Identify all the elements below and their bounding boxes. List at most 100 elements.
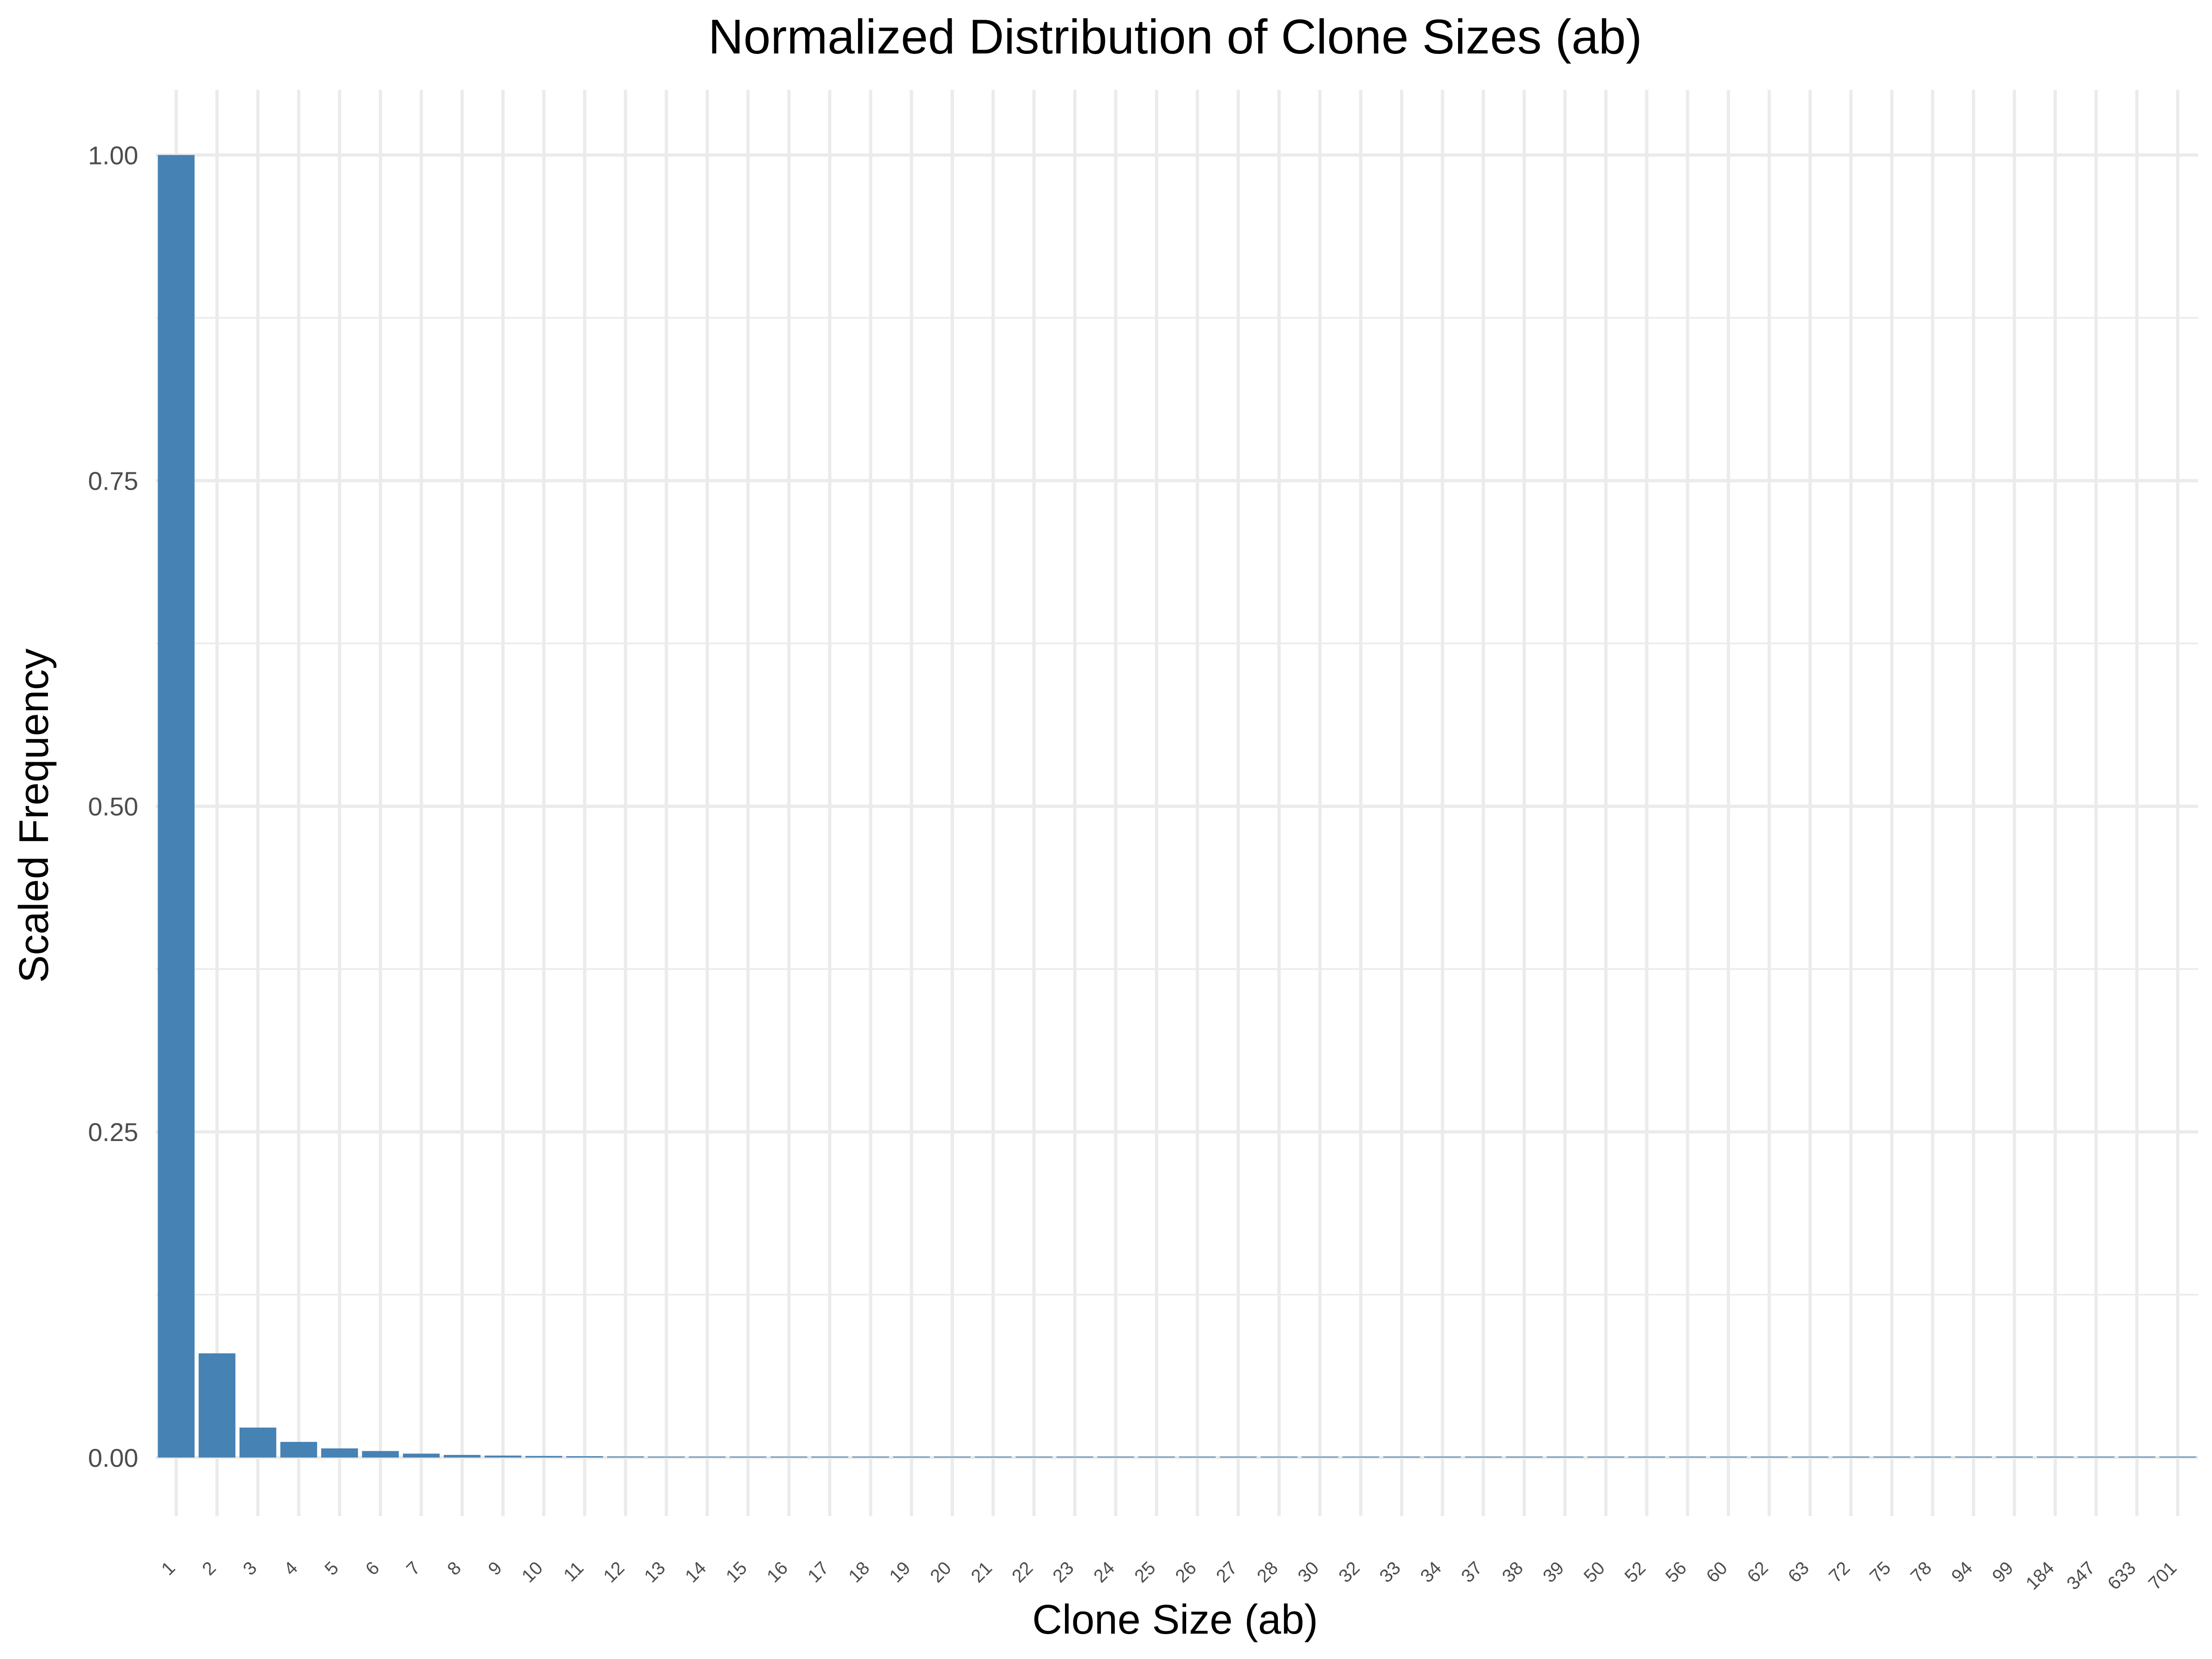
x-tick-label: 21 [967,1558,996,1587]
x-tick-label: 33 [1376,1558,1405,1587]
x-tick-label: 11 [560,1558,588,1585]
bar [934,1456,971,1458]
x-axis-title: Clone Size (ab) [1032,1597,1318,1643]
x-tick-label: 78 [1907,1558,1936,1587]
x-tick-label: 6 [362,1558,383,1579]
bar [811,1456,848,1458]
bar [525,1456,562,1458]
x-tick-label: 27 [1212,1558,1241,1587]
x-tick-label: 94 [1947,1558,1977,1587]
bar [1383,1456,1420,1458]
chart-title: Normalized Distribution of Clone Sizes (… [708,10,1642,64]
x-tick-label: 72 [1825,1558,1854,1587]
x-tick-label: 20 [926,1558,955,1587]
x-tick-label: 75 [1866,1558,1895,1587]
bar [1301,1456,1339,1458]
x-tick-label: 24 [1090,1558,1119,1587]
x-tick-label: 63 [1784,1558,1813,1587]
bar [1996,1456,2033,1458]
bar [158,155,195,1458]
x-tick-label: 32 [1335,1558,1364,1587]
bar [1669,1456,1706,1458]
bar [729,1456,767,1458]
bar [280,1441,318,1458]
bar [1260,1456,1298,1458]
grid [156,90,2198,1516]
bar [1710,1456,1747,1458]
bar [688,1456,726,1458]
bar [2159,1456,2196,1458]
x-tick-label: 60 [1702,1558,1731,1587]
x-tick-label: 15 [722,1558,751,1587]
x-tick-label: 37 [1458,1558,1487,1587]
bar [1792,1456,1829,1458]
x-tick-label: 30 [1294,1558,1323,1587]
x-tick-label: 16 [763,1558,792,1587]
bar [1547,1456,1583,1458]
bar [975,1456,1012,1458]
bar [566,1456,603,1458]
x-tick-label: 22 [1008,1558,1037,1587]
bar [484,1455,522,1458]
x-tick-label: 34 [1417,1558,1446,1587]
bar [443,1455,481,1458]
bars [158,155,2196,1458]
bar [321,1448,358,1458]
bar [607,1456,644,1458]
y-tick-label: 0.00 [88,1443,138,1472]
bar [1056,1456,1094,1458]
bar [1914,1456,1951,1458]
x-tick-label: 12 [600,1558,629,1587]
x-tick-label: 13 [641,1558,670,1587]
x-tick-label: 5 [321,1558,342,1579]
x-tick-label: 17 [804,1558,833,1587]
bar [648,1456,685,1458]
bar [852,1456,889,1458]
x-tick-label: 10 [518,1558,547,1587]
bar [1424,1456,1461,1458]
bar [1015,1456,1053,1458]
bar [1873,1456,1911,1458]
y-tick-label: 0.50 [88,792,138,821]
bar [1955,1456,1992,1458]
bar [199,1353,235,1458]
x-tick-label: 184 [2022,1558,2058,1594]
bar [2036,1456,2074,1458]
bar [1138,1456,1175,1458]
x-tick-label: 50 [1580,1558,1609,1587]
bar [1179,1456,1216,1458]
bar [1628,1456,1665,1458]
bar [1587,1456,1624,1458]
x-tick-label: 19 [886,1558,915,1587]
y-tick-label: 0.25 [88,1118,138,1147]
bar [1832,1456,1870,1458]
bar [2118,1456,2155,1458]
x-tick-label: 99 [1988,1558,2018,1587]
x-tick-label: 23 [1049,1558,1078,1587]
x-tick-label: 26 [1171,1558,1200,1587]
bar [771,1456,807,1458]
x-tick-label: 28 [1253,1558,1282,1587]
bar [1506,1456,1543,1458]
bar [1342,1456,1379,1458]
x-tick-label: 25 [1130,1558,1159,1587]
y-tick-label: 1.00 [88,141,138,170]
x-tick-label: 38 [1498,1558,1527,1587]
x-tick-label: 1 [158,1558,179,1579]
x-tick-label: 701 [2145,1558,2181,1594]
bar [2077,1456,2115,1458]
x-tick-label: 14 [681,1558,710,1587]
x-tick-label: 347 [2063,1558,2099,1594]
x-axis-ticks: 1 2 3 4 5 6 7 8 9 10 11 12 13 14 15 16 17 18 19 20 21 22 23 24 2… [158,1558,2181,1594]
bar [239,1427,276,1458]
x-tick-label: 52 [1621,1558,1650,1587]
bar [1097,1456,1134,1458]
x-tick-label: 9 [484,1558,506,1579]
x-tick-label: 18 [845,1558,874,1587]
bar [1220,1456,1257,1458]
y-axis-ticks: 0.00 0.25 0.50 0.75 1.00 [88,141,138,1472]
x-tick-label: 62 [1743,1558,1772,1587]
x-tick-label: 7 [403,1558,424,1579]
x-tick-label: 56 [1662,1558,1691,1587]
